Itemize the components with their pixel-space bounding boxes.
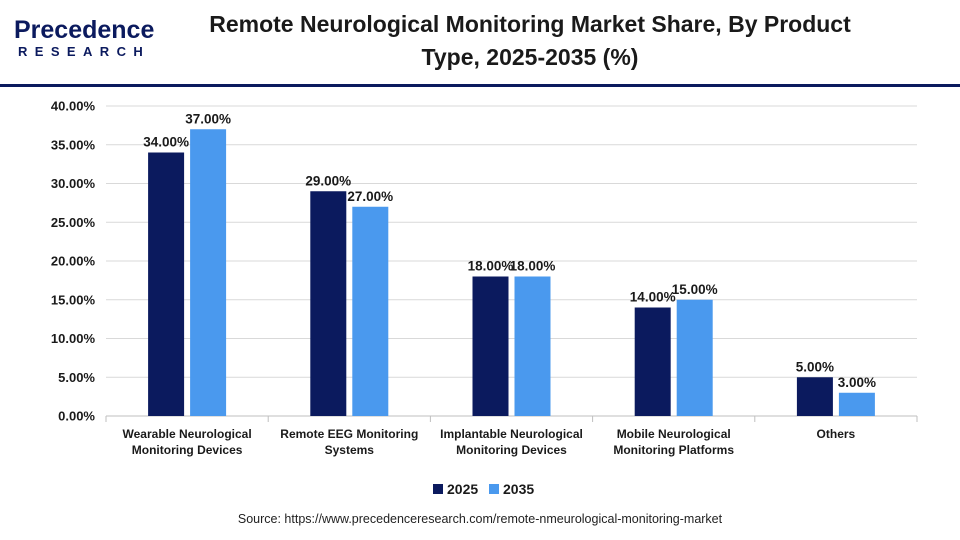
x-category-label: Remote EEG Monitoring xyxy=(280,427,418,441)
source-note: Source: https://www.precedenceresearch.c… xyxy=(237,512,723,526)
bar-2035 xyxy=(190,129,227,416)
y-tick-label: 25.00% xyxy=(51,215,96,230)
legend-swatch-2025 xyxy=(433,484,443,494)
legend-label: 2025 xyxy=(447,481,478,497)
logo-sub-text: RESEARCH xyxy=(18,44,151,59)
data-label: 3.00% xyxy=(838,375,876,390)
data-label: 18.00% xyxy=(510,259,556,274)
bar-2025 xyxy=(310,191,347,416)
chart-title: Remote Neurological Monitoring Market Sh… xyxy=(175,8,885,74)
x-category-label: Monitoring Devices xyxy=(132,443,243,457)
x-category-label: Implantable Neurological xyxy=(440,427,583,441)
data-label: 5.00% xyxy=(796,359,834,374)
y-tick-label: 15.00% xyxy=(51,292,96,307)
data-label: 15.00% xyxy=(672,282,718,297)
y-tick-label: 30.00% xyxy=(51,176,96,191)
bar-2035 xyxy=(838,392,875,416)
x-category-label: Others xyxy=(817,427,856,441)
x-category-label: Mobile Neurological xyxy=(617,427,731,441)
y-tick-label: 0.00% xyxy=(58,409,95,424)
bar-2025 xyxy=(634,307,671,416)
logo-main-text: Precedence xyxy=(14,16,155,44)
bar-2035 xyxy=(676,299,713,416)
x-category-label: Wearable Neurological xyxy=(123,427,252,441)
data-label: 29.00% xyxy=(305,173,351,188)
bar-2025 xyxy=(796,377,833,416)
y-tick-label: 10.00% xyxy=(51,331,96,346)
legend-label: 2035 xyxy=(503,481,534,497)
y-tick-label: 40.00% xyxy=(51,99,96,114)
bar-2025 xyxy=(148,152,185,416)
bar-2025 xyxy=(472,276,509,416)
x-category-label: Monitoring Platforms xyxy=(613,443,734,457)
bar-2035 xyxy=(514,276,551,416)
y-tick-label: 35.00% xyxy=(51,137,96,152)
data-label: 37.00% xyxy=(185,111,231,126)
bar-2035 xyxy=(352,206,389,416)
data-label: 27.00% xyxy=(347,189,393,204)
y-tick-label: 5.00% xyxy=(58,370,95,385)
data-label: 34.00% xyxy=(143,135,189,150)
header: Precedence RESEARCH Remote Neurological … xyxy=(0,0,960,84)
header-divider xyxy=(0,84,960,87)
x-category-label: Systems xyxy=(325,443,375,457)
legend-swatch-2035 xyxy=(489,484,499,494)
precedence-logo: Precedence RESEARCH xyxy=(14,16,164,66)
y-tick-label: 20.00% xyxy=(51,254,96,269)
data-label: 18.00% xyxy=(468,259,514,274)
x-category-label: Monitoring Devices xyxy=(456,443,567,457)
data-label: 14.00% xyxy=(630,290,676,305)
chart-title-line-2: Type, 2025-2035 (%) xyxy=(421,44,639,70)
chart-title-line-1: Remote Neurological Monitoring Market Sh… xyxy=(209,11,851,37)
